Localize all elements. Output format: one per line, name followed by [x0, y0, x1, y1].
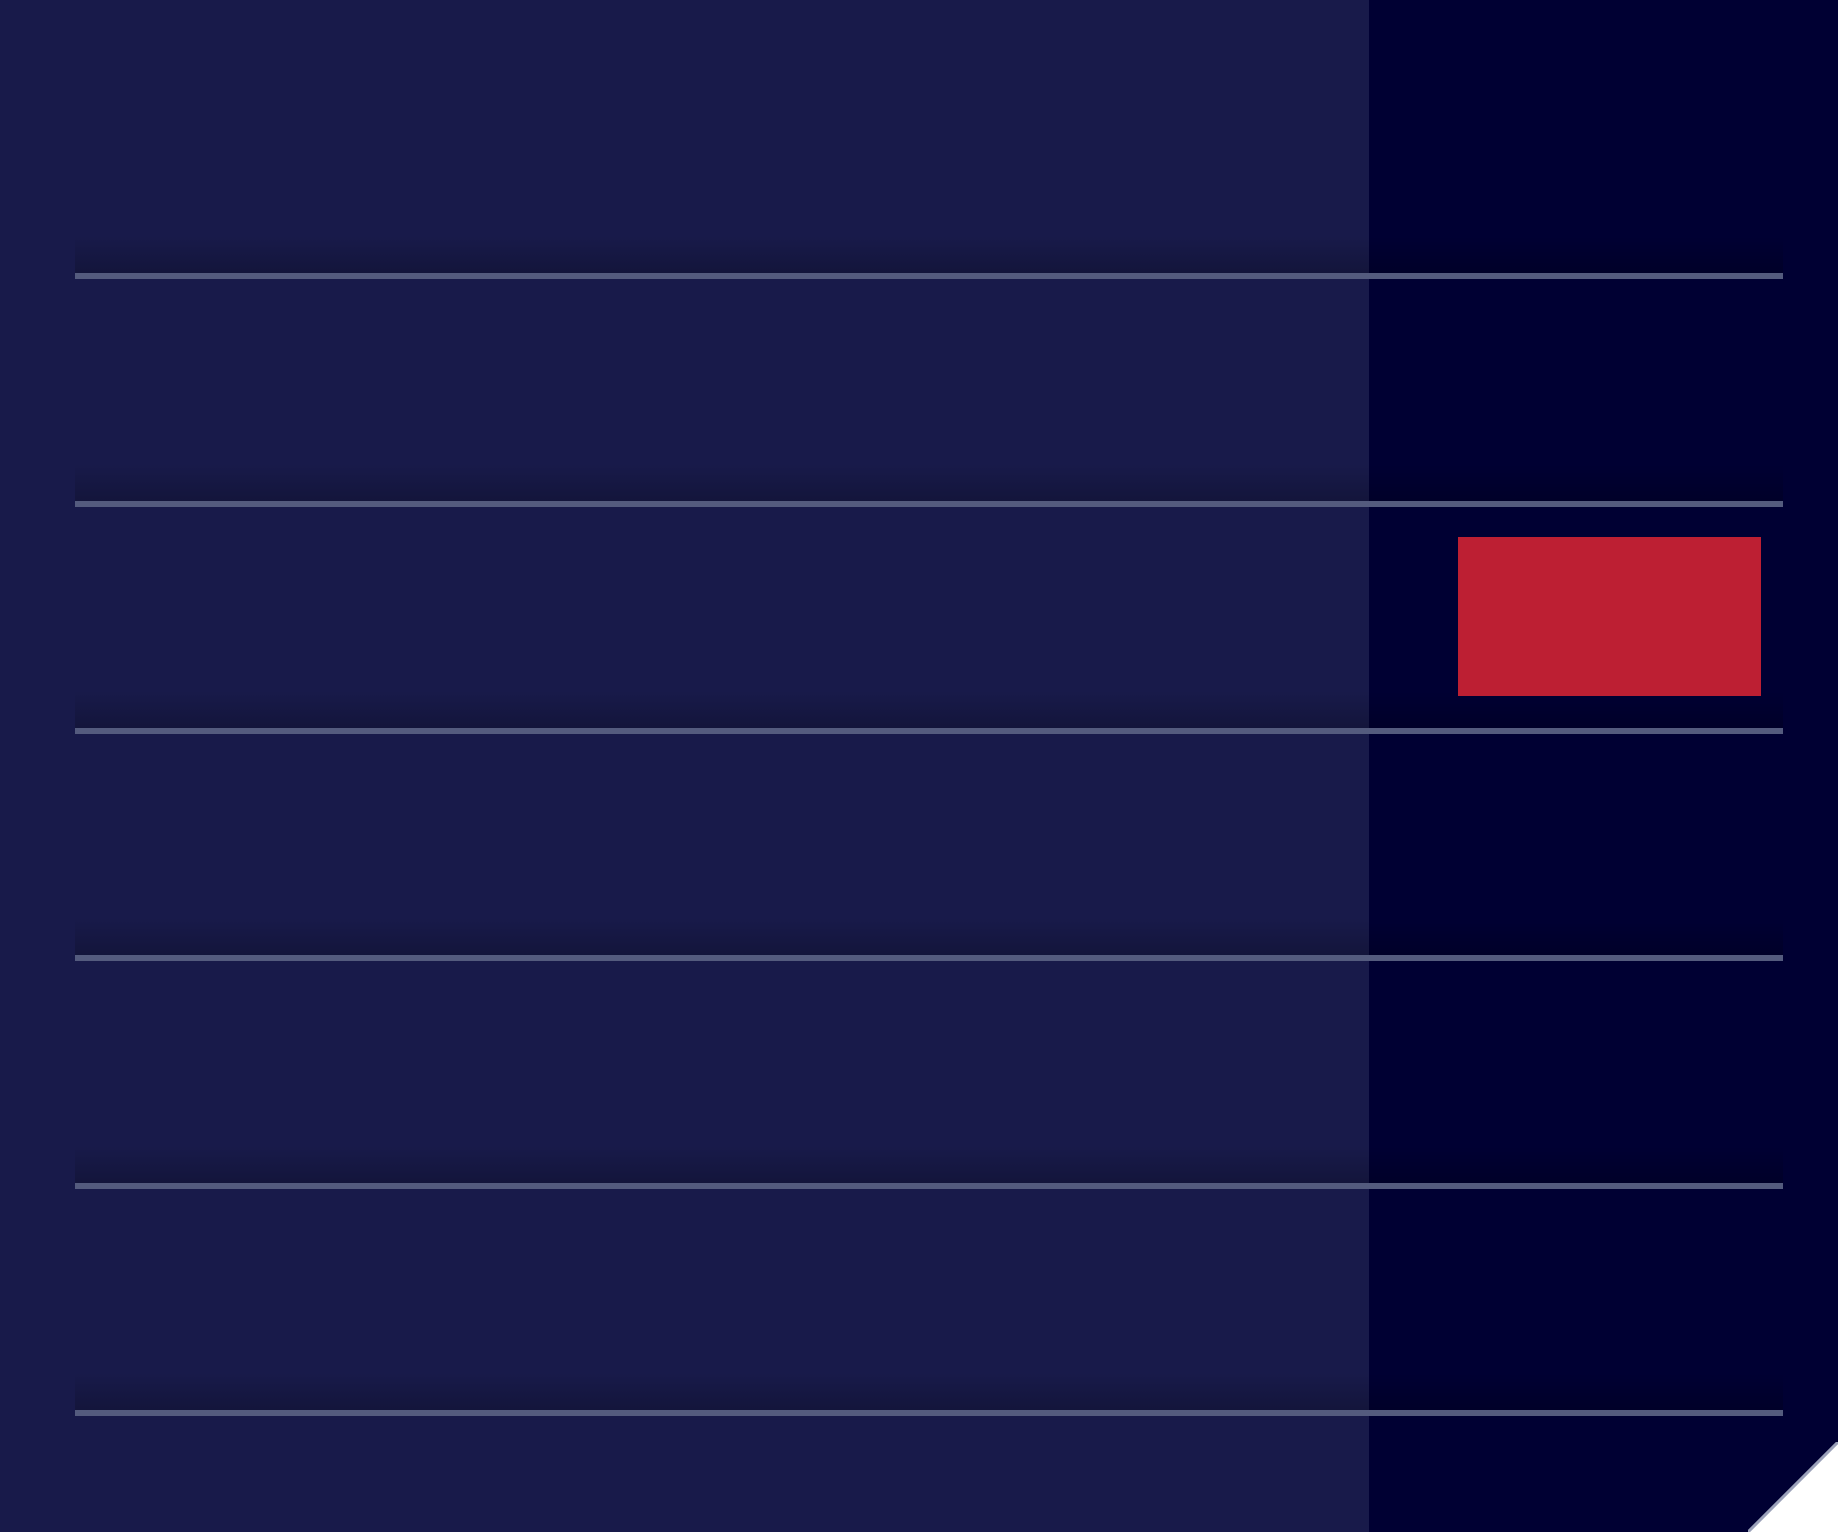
main-panel [0, 0, 1369, 1532]
row-divider [75, 1410, 1783, 1416]
page-curl-icon[interactable] [1748, 1442, 1838, 1532]
row-divider [75, 955, 1783, 961]
side-panel [1369, 0, 1838, 1532]
row-divider [75, 501, 1783, 507]
row-divider [75, 728, 1783, 734]
row-divider [75, 273, 1783, 279]
row-divider [75, 1183, 1783, 1189]
highlight-block[interactable] [1458, 537, 1761, 696]
